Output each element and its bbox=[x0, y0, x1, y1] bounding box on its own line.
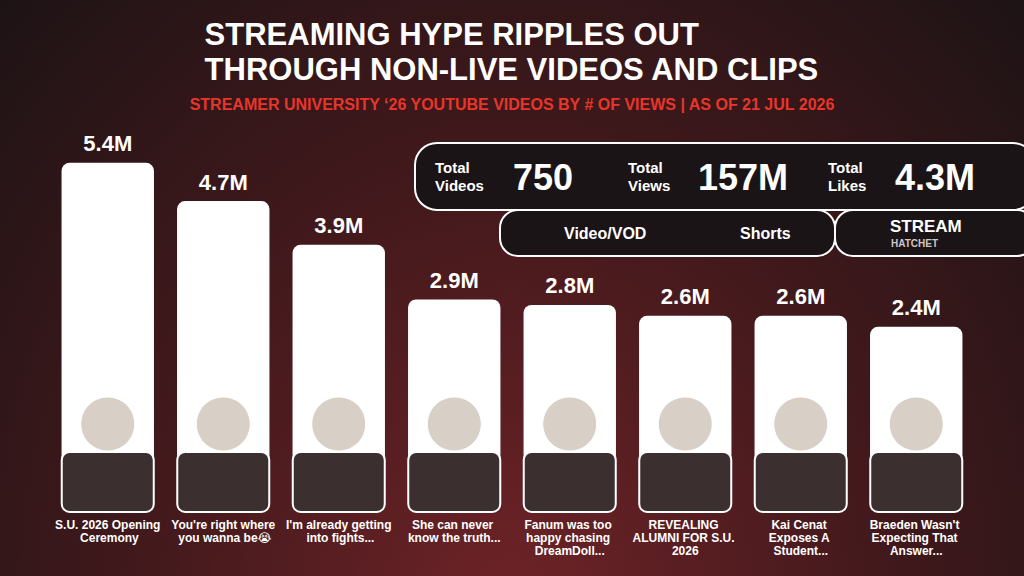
svg-text:you wanna be😭: you wanna be😭 bbox=[175, 531, 272, 545]
svg-text:Ceremony: Ceremony bbox=[77, 531, 139, 545]
svg-text:STREAM: STREAM bbox=[890, 217, 962, 236]
svg-text:Fanum was too: Fanum was too bbox=[524, 518, 615, 532]
svg-text:Exposes A: Exposes A bbox=[769, 531, 833, 545]
svg-text:Video/VOD: Video/VOD bbox=[564, 225, 646, 242]
svg-text:Total: Total bbox=[828, 159, 863, 176]
svg-text:ALUMNI FOR S.U.: ALUMNI FOR S.U. bbox=[633, 531, 738, 545]
svg-text:Videos: Videos bbox=[435, 177, 484, 194]
svg-text:Answer...: Answer... bbox=[890, 544, 943, 558]
svg-text:She can never: She can never bbox=[412, 518, 497, 532]
svg-text:REVEALING: REVEALING bbox=[649, 518, 722, 532]
svg-text:4.3M: 4.3M bbox=[895, 157, 975, 198]
svg-text:2.9M: 2.9M bbox=[430, 268, 479, 293]
svg-text:STREAMER UNIVERSITY ‘26 YOUTUB: STREAMER UNIVERSITY ‘26 YOUTUBE VIDEOS B… bbox=[190, 96, 835, 113]
svg-text:DreamDoll...: DreamDoll... bbox=[535, 544, 605, 558]
svg-text:157M: 157M bbox=[698, 157, 788, 198]
svg-text:Student...: Student... bbox=[773, 544, 828, 558]
svg-text:750: 750 bbox=[513, 157, 573, 198]
svg-text:2.6M: 2.6M bbox=[776, 284, 825, 309]
svg-text:Expecting That: Expecting That bbox=[872, 531, 961, 545]
svg-text:Views: Views bbox=[628, 177, 670, 194]
svg-text:2.6M: 2.6M bbox=[661, 284, 710, 309]
svg-text:happy chasing: happy chasing bbox=[526, 531, 613, 545]
svg-text:2.8M: 2.8M bbox=[545, 273, 594, 298]
svg-text:STREAMING HYPE RIPPLES OUT: STREAMING HYPE RIPPLES OUT bbox=[205, 17, 699, 52]
svg-text:Total: Total bbox=[628, 159, 663, 176]
svg-text:Total: Total bbox=[435, 159, 470, 176]
svg-text:Kai Cenat: Kai Cenat bbox=[771, 518, 830, 532]
svg-text:Likes: Likes bbox=[828, 177, 866, 194]
svg-text:HATCHET: HATCHET bbox=[891, 238, 938, 249]
svg-text:2026: 2026 bbox=[672, 544, 699, 558]
svg-text:into fights...: into fights... bbox=[303, 531, 374, 545]
svg-text:Shorts: Shorts bbox=[740, 225, 791, 242]
svg-text:3.9M: 3.9M bbox=[314, 213, 363, 238]
svg-text:THROUGH NON-LIVE VIDEOS AND CL: THROUGH NON-LIVE VIDEOS AND CLIPS bbox=[205, 52, 819, 87]
svg-text:know the truth...: know the truth... bbox=[408, 531, 501, 545]
svg-text:You're right where: You're right where bbox=[171, 518, 275, 532]
svg-text:Braeden Wasn't: Braeden Wasn't bbox=[870, 518, 963, 532]
svg-text:2.4M: 2.4M bbox=[892, 295, 941, 320]
svg-text:S.U. 2026 Opening: S.U. 2026 Opening bbox=[55, 518, 160, 532]
svg-text:I'm already getting: I'm already getting bbox=[286, 518, 392, 532]
svg-text:5.4M: 5.4M bbox=[83, 131, 132, 156]
svg-text:4.7M: 4.7M bbox=[199, 170, 248, 195]
